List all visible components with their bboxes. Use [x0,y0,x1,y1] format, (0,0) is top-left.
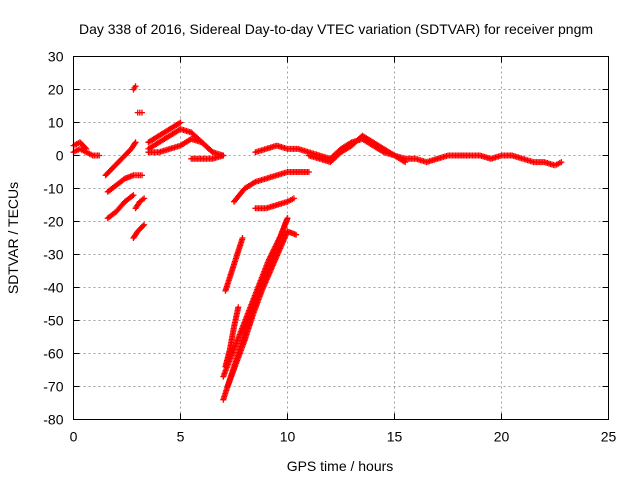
data-point [141,195,148,202]
data-point [129,193,136,200]
series-arc-spike [130,83,139,93]
data-point [141,221,148,228]
x-tick-label: 25 [601,429,617,445]
x-tick-label: 5 [177,429,185,445]
data-point [138,109,145,116]
x-tick-label: 10 [280,429,296,445]
grid [73,56,609,420]
series-arc-recover [231,169,312,205]
data-point [402,159,409,166]
y-tick-label: -80 [43,412,63,428]
series-arc-spike-2 [134,109,145,116]
data-point [176,120,183,127]
data-point [558,159,565,166]
y-tick-label: -40 [43,280,63,296]
x-tick-label: 20 [494,429,510,445]
series-arc-deep-4 [222,235,246,294]
data-point [130,192,137,199]
data-point [293,231,300,238]
plot-frame [73,56,609,420]
data-point [220,152,227,159]
series-arc-hump-3 [145,119,184,146]
data-point [82,144,89,151]
series-arc-deep-5 [222,304,242,370]
y-tick-labels: -80 -70 -60 -50 -40 -30 -20 -10 0 10 20 30 [43,49,63,428]
y-tick-label: 10 [48,115,64,131]
y-tick-label: 0 [56,148,64,164]
series-arc-early-low [70,145,103,159]
y-tick-label: -50 [43,313,63,329]
data-point [132,139,139,146]
series-arc-hump-2 [145,136,227,159]
y-tick-label: -70 [43,379,63,395]
series-arc-recover-2 [252,195,297,212]
data-point [239,235,246,241]
data-marks [70,83,565,403]
y-tick-label: 20 [48,82,64,98]
data-point [96,152,103,159]
x-tick-label: 0 [70,429,78,445]
data-point [284,215,291,222]
series-arc-flat-1 [188,152,227,162]
chart-title: Day 338 of 2016, Sidereal Day-to-day VTE… [79,21,593,37]
data-point [131,140,138,147]
data-point [138,172,145,179]
y-tick-label: -60 [43,346,63,362]
series-arc-early-high [70,139,90,152]
data-point [400,158,407,165]
x-tick-labels: 0 5 10 15 20 25 [70,429,617,445]
series-arc-low-2 [132,195,148,212]
series-arc-deep-2 [220,215,291,380]
y-tick-label: 30 [48,49,64,65]
x-tick-label: 15 [387,429,403,445]
series-arc-day-2 [305,132,409,166]
data-point [177,119,184,126]
series-arc-mid-1 [104,172,145,195]
y-tick-label: -10 [43,181,63,197]
y-tick-label: -30 [43,247,63,263]
data-point [290,195,297,202]
series-arc-low-3 [130,221,148,241]
series-arc-rise-1 [102,139,139,179]
series-arc-day [252,136,565,169]
series-arc-deep-3 [224,228,300,390]
axis-ticks [73,56,609,420]
data-point [132,83,139,90]
data-point [83,145,90,152]
x-axis-label: GPS time / hours [287,458,394,474]
data-point [305,169,312,175]
data-point [235,304,242,311]
data-point [140,222,147,229]
series-arc-low-1 [104,192,137,222]
data-point [251,179,258,186]
y-axis-label: SDTVAR / TECUs [5,182,21,294]
y-tick-label: -20 [43,214,63,230]
